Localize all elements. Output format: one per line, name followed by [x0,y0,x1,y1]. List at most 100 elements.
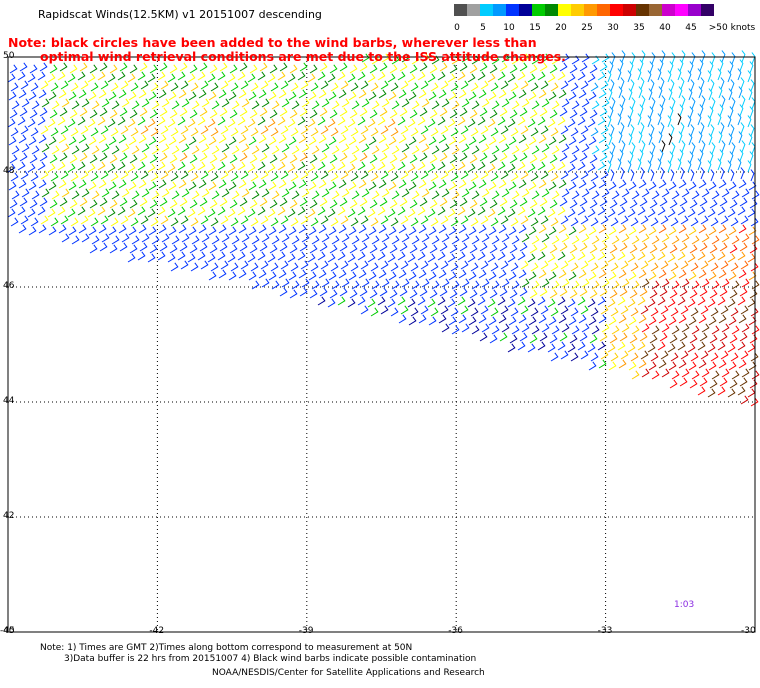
wind-barb [437,71,446,81]
wind-barb [401,233,410,243]
wind-barb [670,217,679,227]
wind-barb [81,188,90,198]
wind-barb [40,125,49,135]
wind-barb [161,233,170,243]
wind-barb [411,235,420,245]
wind-barb [501,323,510,333]
color-swatch [688,4,701,16]
wind-barb [427,208,436,218]
wind-barb [530,262,539,272]
wind-barb [109,154,118,164]
wind-barb [270,172,279,182]
wind-barb [660,260,669,270]
wind-barb [570,262,579,272]
wind-barb [380,125,389,135]
wind-barb [410,307,419,317]
wind-barb [348,136,357,146]
wind-barb [629,199,638,209]
wind-barb [119,62,128,72]
wind-barb [40,170,49,180]
wind-barb [460,215,469,225]
wind-barb [691,325,700,335]
wind-barb [151,190,160,200]
wind-barb [258,224,267,234]
wind-barb [357,116,366,126]
wind-barb [68,181,77,191]
wind-barb [297,251,306,261]
wind-barb [20,80,29,90]
wind-barb [438,134,447,144]
wind-barb [567,118,576,128]
wind-barb [709,151,714,164]
wind-barb [340,170,349,180]
wind-barb [289,109,298,119]
wind-barb [118,134,127,144]
wind-barb [19,107,28,117]
wind-barb [679,197,688,207]
wind-barb [228,181,237,191]
wind-barb [579,287,588,297]
wind-barb [637,251,646,261]
wind-barb [737,251,746,261]
wind-barb [559,242,568,252]
wind-barb [651,142,656,155]
wind-barb [507,163,516,173]
wind-barb [228,226,237,236]
wind-barb [279,62,288,72]
wind-barb [209,64,218,74]
wind-barb [549,289,558,299]
wind-barb [628,181,637,191]
wind-barb [329,199,338,209]
wind-barb [199,152,208,162]
wind-barb [691,52,696,65]
wind-barb [451,280,460,290]
wind-barb [231,235,240,245]
wind-barb [69,109,78,119]
wind-barb [390,82,399,92]
wind-barb [670,169,675,182]
wind-barb [521,98,530,108]
wind-barb [718,179,727,189]
footer-credit: NOAA/NESDIS/Center for Satellite Applica… [212,668,485,678]
wind-barb [417,116,426,126]
wind-barb [737,68,742,81]
wind-barb [18,224,27,234]
wind-barb [537,251,546,261]
wind-barb [660,77,665,90]
wind-barb [479,107,488,117]
wind-barb [401,278,410,288]
wind-barb [428,226,437,236]
wind-barb [377,251,386,261]
wind-barb [639,242,648,252]
wind-barb [438,314,447,324]
wind-barb [200,170,209,180]
wind-barb [328,226,337,236]
wind-barb [337,296,346,306]
wind-barb [119,107,128,117]
wind-barb [598,359,607,369]
wind-barb [389,64,398,74]
color-swatch [532,4,545,16]
wind-barb [70,127,79,137]
wind-barb [238,89,247,99]
wind-barb [209,199,218,209]
wind-barb [518,224,527,234]
wind-barb [428,271,437,281]
wind-barb [319,62,328,72]
wind-barb [239,242,248,252]
wind-barb [211,235,220,245]
wind-barb [139,62,148,72]
wind-barb [348,271,357,281]
wind-barb [177,161,186,171]
wind-barb [599,332,608,342]
wind-barb [318,224,327,234]
wind-barb [719,149,724,162]
wind-barb [217,116,226,126]
wind-barb [47,73,56,83]
wind-barb [480,170,489,180]
color-swatch [571,4,584,16]
wind-barb [721,278,730,288]
wind-barb [191,145,200,155]
wind-barb [638,224,647,234]
wind-barb [437,161,446,171]
